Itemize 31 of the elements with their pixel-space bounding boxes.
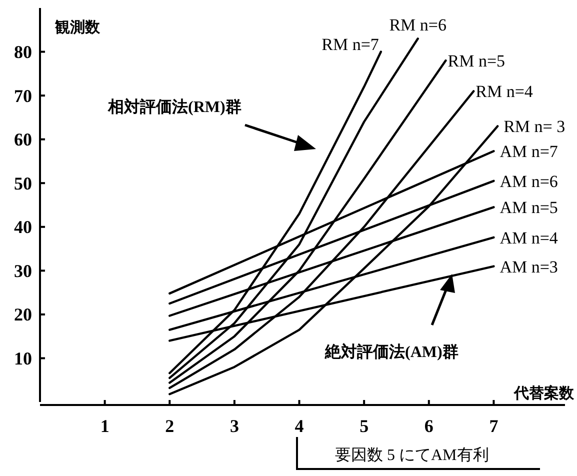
x-tick-label: 2 xyxy=(165,416,174,436)
series-label: AM n=6 xyxy=(500,172,558,191)
x-tick-label: 6 xyxy=(424,416,434,436)
x-tick-label: 4 xyxy=(294,416,304,436)
y-tick-label: 20 xyxy=(14,304,32,325)
annotation: 絶対評価法(AM)群 xyxy=(324,342,458,361)
series-label: RM n=4 xyxy=(476,82,534,102)
x-tick-label: 7 xyxy=(489,416,498,436)
y-tick-label: 10 xyxy=(14,348,32,369)
line-series xyxy=(168,125,499,396)
y-tick-label: 70 xyxy=(14,86,32,106)
y-tick-label: 60 xyxy=(14,130,32,150)
series-label: AM n=3 xyxy=(500,257,558,276)
annotation: 相対評価法(RM)群 xyxy=(107,97,242,116)
series-label: AM n=5 xyxy=(500,198,558,218)
y-tick-label: 40 xyxy=(14,217,32,238)
series-label: RM n=6 xyxy=(389,16,447,35)
series-label: AM n=7 xyxy=(500,142,558,162)
text: 要因数 5 にてAM有利 xyxy=(335,446,489,464)
y-tick-label: 80 xyxy=(14,42,32,62)
series-label: RM n= 3 xyxy=(504,117,566,136)
x-tick-label: 1 xyxy=(100,416,110,436)
series-label: RM n=5 xyxy=(448,52,506,71)
series-label: RM n=7 xyxy=(322,34,380,54)
x-tick-label: 3 xyxy=(230,416,239,436)
x-tick-label: 5 xyxy=(360,416,369,436)
y-tick-label: 30 xyxy=(14,260,32,281)
x-axis-title: 代替案数 xyxy=(513,384,575,402)
series-label: AM n=4 xyxy=(500,228,558,248)
y-axis-title: 観測数 xyxy=(54,19,101,36)
y-tick-label: 50 xyxy=(14,173,32,194)
